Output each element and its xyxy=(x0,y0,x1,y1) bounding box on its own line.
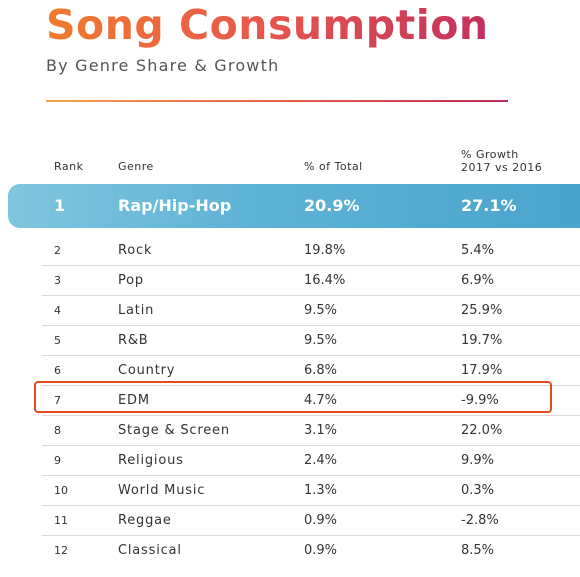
row-11-genre: Reggae xyxy=(118,513,172,528)
row-3-growth: 6.9% xyxy=(461,273,495,288)
row-4-total: 9.5% xyxy=(304,303,338,318)
row-divider xyxy=(42,295,580,296)
row-12-genre: Classical xyxy=(118,543,182,558)
column-header-growth: % Growth xyxy=(461,148,519,161)
row-divider xyxy=(42,415,580,416)
top-genre-highlight-band xyxy=(8,184,580,228)
row-7-total: 4.7% xyxy=(304,393,338,408)
row-3-genre: Pop xyxy=(118,273,144,288)
row-5-genre: R&B xyxy=(118,333,149,348)
row-9-total: 2.4% xyxy=(304,453,338,468)
row-5-growth: 19.7% xyxy=(461,333,503,348)
row-divider xyxy=(42,325,580,326)
row-4-rank: 4 xyxy=(54,304,61,317)
chart-subtitle: By Genre Share & Growth xyxy=(46,56,280,75)
row-6-total: 6.8% xyxy=(304,363,338,378)
row-divider xyxy=(42,355,580,356)
row-12-total: 0.9% xyxy=(304,543,338,558)
chart-title: Song Consumption xyxy=(46,1,489,49)
row-9-rank: 9 xyxy=(54,454,61,467)
title-divider xyxy=(46,100,508,102)
row-9-growth: 9.9% xyxy=(461,453,495,468)
row-divider xyxy=(42,385,580,386)
row-8-growth: 22.0% xyxy=(461,423,503,438)
row-4-growth: 25.9% xyxy=(461,303,503,318)
top-row-growth: 27.1% xyxy=(461,196,517,215)
row-5-rank: 5 xyxy=(54,334,61,347)
row-10-growth: 0.3% xyxy=(461,483,495,498)
row-2-rank: 2 xyxy=(54,244,61,257)
row-6-growth: 17.9% xyxy=(461,363,503,378)
row-10-total: 1.3% xyxy=(304,483,338,498)
row-7-growth: -9.9% xyxy=(461,393,499,408)
row-divider xyxy=(42,475,580,476)
column-header-rank: Rank xyxy=(54,160,84,173)
top-row-total: 20.9% xyxy=(304,196,360,215)
row-12-rank: 12 xyxy=(54,544,68,557)
row-3-total: 16.4% xyxy=(304,273,346,288)
row-7-genre: EDM xyxy=(118,393,150,408)
row-9-genre: Religious xyxy=(118,453,184,468)
row-divider xyxy=(42,265,580,266)
top-row-rank: 1 xyxy=(54,196,66,215)
row-10-genre: World Music xyxy=(118,483,206,498)
row-2-total: 19.8% xyxy=(304,243,346,258)
row-4-genre: Latin xyxy=(118,303,155,318)
row-2-genre: Rock xyxy=(118,243,153,258)
row-11-total: 0.9% xyxy=(304,513,338,528)
top-row-genre: Rap/Hip-Hop xyxy=(118,196,232,215)
column-header-genre: Genre xyxy=(118,160,154,173)
row-8-total: 3.1% xyxy=(304,423,338,438)
row-divider xyxy=(42,505,580,506)
edm-callout-box xyxy=(34,381,552,413)
row-3-rank: 3 xyxy=(54,274,61,287)
row-6-rank: 6 xyxy=(54,364,61,377)
row-11-rank: 11 xyxy=(54,514,68,527)
column-header-growth-period: 2017 vs 2016 xyxy=(461,161,543,174)
row-divider xyxy=(42,535,580,536)
row-10-rank: 10 xyxy=(54,484,68,497)
column-header-total: % of Total xyxy=(304,160,363,173)
row-11-growth: -2.8% xyxy=(461,513,499,528)
row-5-total: 9.5% xyxy=(304,333,338,348)
row-6-genre: Country xyxy=(118,363,176,378)
row-7-rank: 7 xyxy=(54,394,61,407)
row-8-rank: 8 xyxy=(54,424,61,437)
row-2-growth: 5.4% xyxy=(461,243,495,258)
row-divider xyxy=(42,445,580,446)
row-8-genre: Stage & Screen xyxy=(118,423,230,438)
row-12-growth: 8.5% xyxy=(461,543,495,558)
